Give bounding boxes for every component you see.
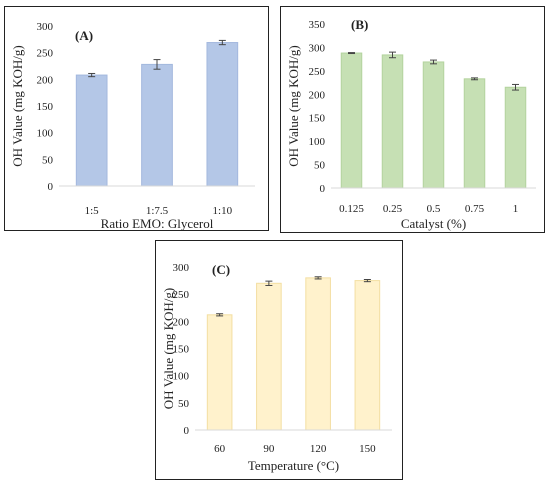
bar-a-1 [141,63,173,187]
error-bar-c-3 [363,278,371,283]
error-bar-a-1 [153,59,161,70]
x-tick-label-c: 150 [359,443,376,455]
bar-b-3 [463,78,486,189]
chart-panel-c: (C) 0 50 100 150 200 250 300 60 90 120 150 Temperatu… [155,240,403,480]
error-bar-c-2 [314,276,322,280]
bar-c-1 [256,282,282,431]
y-tick-label-c: 200 [173,316,190,328]
x-tick-label-b: 0.125 [339,203,364,215]
chart-panel-a: (A) 0 50 100 150 200 250 300 1:5 1:7.5 1:10 Ratio E… [4,6,269,231]
bar-c-3 [354,280,381,431]
error-bar-b-4 [512,83,519,91]
x-tick-label-b: 0.75 [465,203,485,215]
x-axis-label-b: Catalyst (%) [401,216,466,231]
error-bar-b-3 [471,77,478,81]
y-tick-label-b: 350 [309,19,326,31]
panel-label-c: (C) [212,262,230,277]
y-tick-label-c: 50 [178,398,190,410]
y-axis-label-c: OH Value (mg KOH/g) [161,288,176,409]
y-tick-label-a: 0 [48,181,54,193]
y-tick-label-a: 100 [37,128,54,140]
y-tick-label-a: 50 [42,154,54,166]
y-tick-label-b: 150 [309,113,326,125]
y-tick-label-b: 50 [314,160,326,172]
x-tick-label-c: 90 [263,443,275,455]
x-tick-label-a: 1:7.5 [146,205,169,217]
y-tick-label-c: 150 [173,344,190,356]
bar-b-0 [340,52,363,189]
y-tick-label-c: 300 [173,262,190,274]
bar-b-1 [381,54,404,189]
x-axis-label-a: Ratio EMO: Glycerol [101,216,214,230]
error-bar-c-0 [216,313,224,317]
chart-c-svg: (C) 0 50 100 150 200 250 300 60 90 120 150 Temperatu… [161,262,392,473]
panel-label-b: (B) [351,17,368,32]
error-bar-b-2 [430,59,437,65]
y-axis-label-b: OH Value (mg KOH/g) [286,45,301,166]
y-tick-label-a: 250 [37,48,54,60]
y-tick-label-c: 0 [184,425,190,437]
error-bar-b-1 [389,51,396,59]
chart-panel-b: (B) 0 50 100 150 200 250 300 350 0.125 0.25 0.5 0.75… [280,6,545,233]
x-tick-label-a: 1:10 [213,205,233,217]
y-tick-label-b: 200 [309,89,326,101]
bar-b-4 [504,86,527,189]
y-tick-label-a: 150 [37,101,54,113]
x-tick-label-b: 0.5 [427,203,441,215]
x-tick-label-b: 0.25 [383,203,403,215]
x-axis-label-c: Temperature (°C) [248,458,339,473]
error-bar-a-2 [218,39,226,46]
error-bar-c-1 [265,280,273,286]
x-tick-label-c: 60 [214,443,226,455]
bar-c-2 [305,277,331,431]
bar-a-2 [206,42,239,187]
y-tick-label-b: 300 [309,42,326,54]
y-tick-label-b: 100 [309,136,326,148]
x-tick-label-a: 1:5 [85,205,100,217]
y-axis-label-a: OH Value (mg KOH/g) [10,45,25,166]
y-tick-label-b: 250 [309,66,326,78]
y-tick-label-c: 250 [173,289,190,301]
y-tick-label-a: 200 [37,74,54,86]
chart-b-svg: (B) 0 50 100 150 200 250 300 350 0.125 0.25 0.5 0.75… [286,17,536,231]
error-bar-b-0 [348,52,355,55]
panel-label-a: (A) [75,28,93,43]
y-tick-label-c: 100 [173,371,190,383]
bar-c-0 [206,314,233,431]
x-tick-label-c: 120 [310,443,327,455]
bar-b-2 [422,61,445,189]
y-tick-label-b: 0 [320,183,326,195]
bar-a-0 [75,74,108,187]
error-bar-a-0 [88,72,96,78]
x-tick-label-b: 1 [513,203,519,215]
y-tick-label-a: 300 [37,21,54,33]
